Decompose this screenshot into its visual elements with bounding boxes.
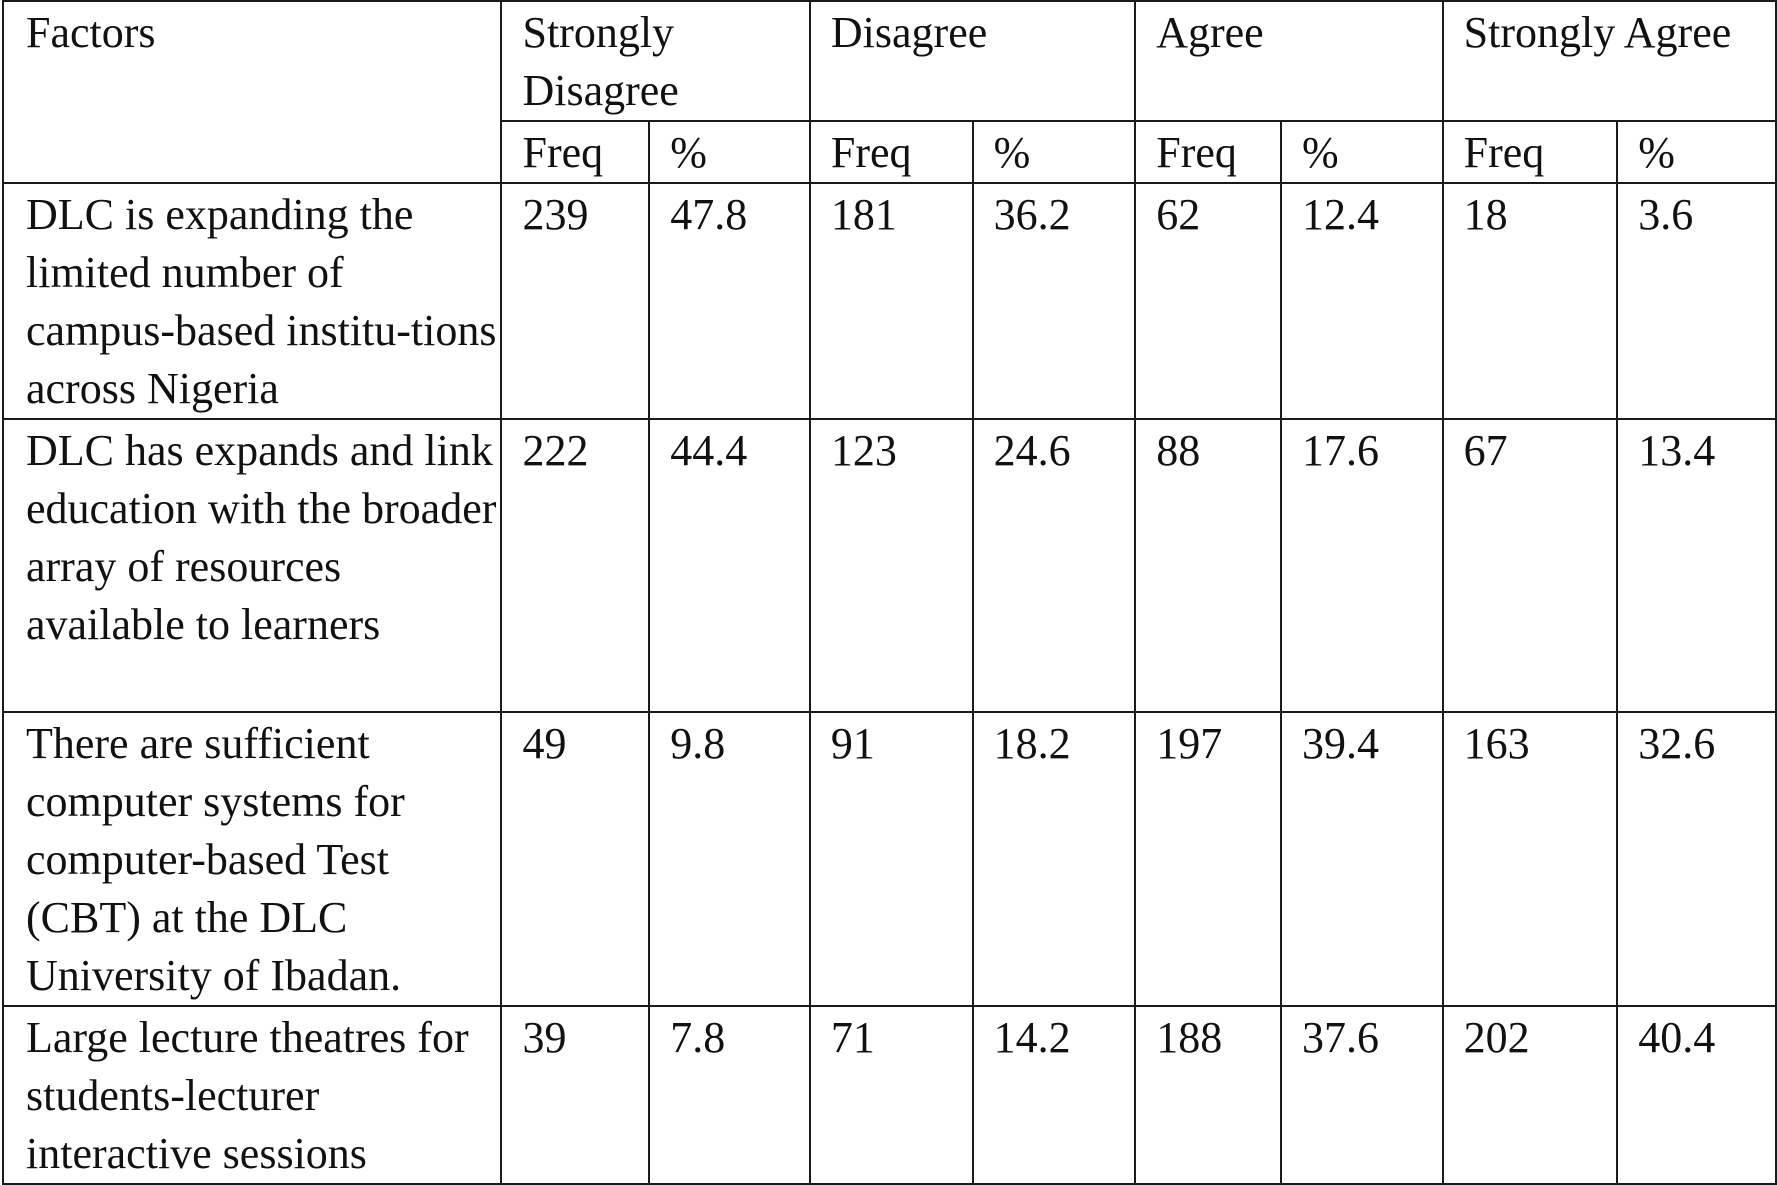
value-cell: 37.6 <box>1279 1005 1444 1185</box>
value-cell: 44.4 <box>648 418 811 713</box>
table-row: DLC is expanding the limited number of c… <box>1 182 1777 420</box>
value-cell: 36.2 <box>971 182 1137 420</box>
subheader-percent: % <box>971 120 1137 184</box>
value-cell: 32.6 <box>1616 711 1777 1007</box>
value-cell: 222 <box>500 418 651 713</box>
factor-cell: DLC has expands and link education with … <box>1 418 503 713</box>
value-cell: 181 <box>808 182 974 420</box>
header-row-groups: Factors Strongly Disagree Disagree Agree… <box>1 0 1777 184</box>
value-cell: 91 <box>808 711 974 1007</box>
group-header-agree: Agree <box>1134 0 1444 122</box>
value-cell: 163 <box>1441 711 1619 1007</box>
value-cell: 123 <box>808 418 974 713</box>
value-cell: 13.4 <box>1616 418 1777 713</box>
value-cell: 239 <box>500 182 651 420</box>
subheader-freq: Freq <box>808 120 974 184</box>
value-cell: 67 <box>1441 418 1619 713</box>
group-header-disagree: Disagree <box>808 0 1137 122</box>
value-cell: 17.6 <box>1279 418 1444 713</box>
value-cell: 71 <box>808 1005 974 1185</box>
factors-header: Factors <box>1 0 503 184</box>
value-cell: 18 <box>1441 182 1619 420</box>
subheader-freq: Freq <box>1134 120 1282 184</box>
subheader-percent: % <box>1616 120 1777 184</box>
subheader-percent: % <box>1279 120 1444 184</box>
value-cell: 40.4 <box>1616 1005 1777 1185</box>
table-row: There are sufficient computer systems fo… <box>1 711 1777 1007</box>
value-cell: 7.8 <box>648 1005 811 1185</box>
value-cell: 39 <box>500 1005 651 1185</box>
table-row: Large lecture theatres for students-lect… <box>1 1005 1777 1185</box>
subheader-freq: Freq <box>500 120 651 184</box>
table-row: DLC has expands and link education with … <box>1 418 1777 713</box>
value-cell: 197 <box>1134 711 1282 1007</box>
factor-cell: DLC is expanding the limited number of c… <box>1 182 503 420</box>
value-cell: 24.6 <box>971 418 1137 713</box>
value-cell: 88 <box>1134 418 1282 713</box>
value-cell: 14.2 <box>971 1005 1137 1185</box>
value-cell: 12.4 <box>1279 182 1444 420</box>
group-header-strongly-agree: Strongly Agree <box>1441 0 1777 122</box>
subheader-freq: Freq <box>1441 120 1619 184</box>
group-header-strongly-disagree: Strongly Disagree <box>500 0 811 122</box>
factor-cell: Large lecture theatres for students-lect… <box>1 1005 503 1185</box>
value-cell: 39.4 <box>1279 711 1444 1007</box>
subheader-percent: % <box>648 120 811 184</box>
value-cell: 62 <box>1134 182 1282 420</box>
value-cell: 47.8 <box>648 182 811 420</box>
header-row-subcolumns: Freq % Freq % Freq % Freq % <box>3 120 1777 184</box>
value-cell: 202 <box>1441 1005 1619 1185</box>
value-cell: 49 <box>500 711 651 1007</box>
value-cell: 18.2 <box>971 711 1137 1007</box>
value-cell: 188 <box>1134 1005 1282 1185</box>
factor-cell: There are sufficient computer systems fo… <box>1 711 503 1007</box>
value-cell: 3.6 <box>1616 182 1777 420</box>
value-cell: 9.8 <box>648 711 811 1007</box>
